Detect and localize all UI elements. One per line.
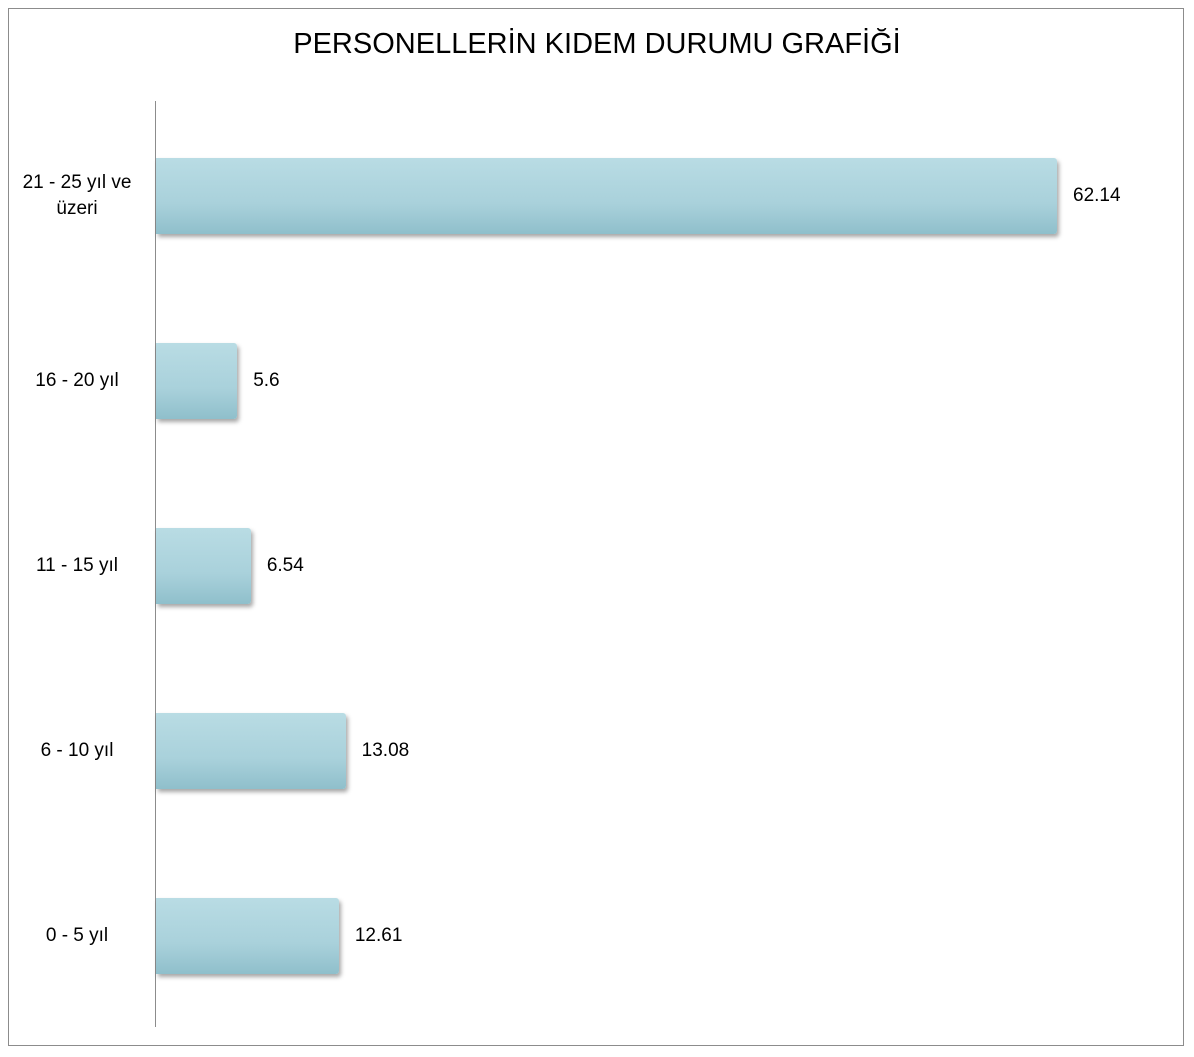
y-tick-label: 6 - 10 yıl (40, 740, 114, 761)
y-tick-label: 16 - 20 yıl (35, 370, 119, 391)
data-label: 6.54 (266, 555, 304, 576)
data-label: 13.08 (361, 740, 410, 761)
y-tick-label: 11 - 15 yıl (35, 555, 119, 576)
y-tick-label: 21 - 25 yıl ve üzeri (22, 172, 132, 219)
data-label: 62.14 (1073, 185, 1121, 206)
data-label: 12.61 (354, 925, 403, 946)
bar (156, 158, 1058, 234)
chart-border (8, 8, 1184, 1046)
bar (156, 713, 346, 789)
bar (156, 343, 238, 419)
chart-title: PERSONELLERİN KIDEM DURUMU GRAFİĞİ (293, 28, 901, 60)
bar (156, 528, 251, 604)
data-label: 5.6 (253, 370, 280, 391)
y-tick-label: 0 - 5 yıl (45, 925, 109, 946)
bar (156, 898, 339, 974)
y-axis-line (155, 101, 156, 1027)
